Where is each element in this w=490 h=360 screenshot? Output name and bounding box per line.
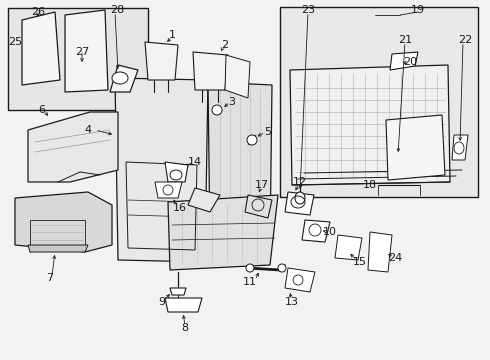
Text: 9: 9 (158, 297, 166, 307)
Polygon shape (65, 10, 108, 92)
Polygon shape (335, 235, 362, 260)
Polygon shape (452, 135, 468, 160)
Text: 5: 5 (265, 127, 271, 137)
Text: 23: 23 (301, 5, 315, 15)
Polygon shape (168, 195, 278, 270)
Ellipse shape (246, 264, 254, 272)
Text: 4: 4 (84, 125, 92, 135)
Polygon shape (208, 82, 272, 248)
Polygon shape (22, 12, 60, 85)
Text: 12: 12 (293, 177, 307, 187)
Ellipse shape (112, 72, 128, 84)
Ellipse shape (163, 185, 173, 195)
Text: 1: 1 (169, 30, 175, 40)
Text: 25: 25 (8, 37, 22, 47)
Polygon shape (15, 192, 112, 252)
Text: 11: 11 (243, 277, 257, 287)
Polygon shape (285, 268, 315, 292)
Text: 8: 8 (181, 323, 189, 333)
Polygon shape (188, 188, 220, 212)
Polygon shape (193, 52, 228, 90)
Polygon shape (285, 192, 314, 215)
Polygon shape (225, 55, 250, 98)
Ellipse shape (278, 264, 286, 272)
Ellipse shape (247, 135, 257, 145)
Polygon shape (115, 78, 208, 262)
Polygon shape (170, 288, 186, 295)
Bar (280, 7, 478, 197)
Text: 2: 2 (221, 40, 228, 50)
Ellipse shape (212, 105, 222, 115)
Polygon shape (145, 42, 178, 80)
Polygon shape (165, 298, 202, 312)
Text: 6: 6 (39, 105, 46, 115)
Text: 16: 16 (173, 203, 187, 213)
Text: 26: 26 (31, 7, 45, 17)
Polygon shape (290, 65, 450, 185)
Polygon shape (302, 220, 330, 242)
Polygon shape (110, 65, 138, 92)
Polygon shape (368, 232, 392, 272)
Text: 24: 24 (388, 253, 402, 263)
Text: 17: 17 (255, 180, 269, 190)
Text: 3: 3 (228, 97, 236, 107)
Text: 18: 18 (363, 180, 377, 190)
Ellipse shape (454, 142, 464, 154)
Polygon shape (28, 112, 118, 182)
Text: 13: 13 (285, 297, 299, 307)
Text: 7: 7 (47, 273, 53, 283)
Text: 22: 22 (458, 35, 472, 45)
Text: 10: 10 (323, 227, 337, 237)
Text: 28: 28 (110, 5, 124, 15)
Polygon shape (386, 115, 445, 180)
Polygon shape (165, 162, 188, 182)
Text: 27: 27 (75, 47, 89, 57)
Text: 21: 21 (398, 35, 412, 45)
Text: 15: 15 (353, 257, 367, 267)
Polygon shape (390, 52, 418, 70)
Polygon shape (245, 195, 272, 218)
Polygon shape (28, 245, 88, 252)
Text: 20: 20 (403, 57, 417, 67)
Text: 19: 19 (411, 5, 425, 15)
Bar (8, 8, 148, 110)
Text: 14: 14 (188, 157, 202, 167)
Polygon shape (155, 182, 182, 198)
Ellipse shape (295, 192, 305, 204)
